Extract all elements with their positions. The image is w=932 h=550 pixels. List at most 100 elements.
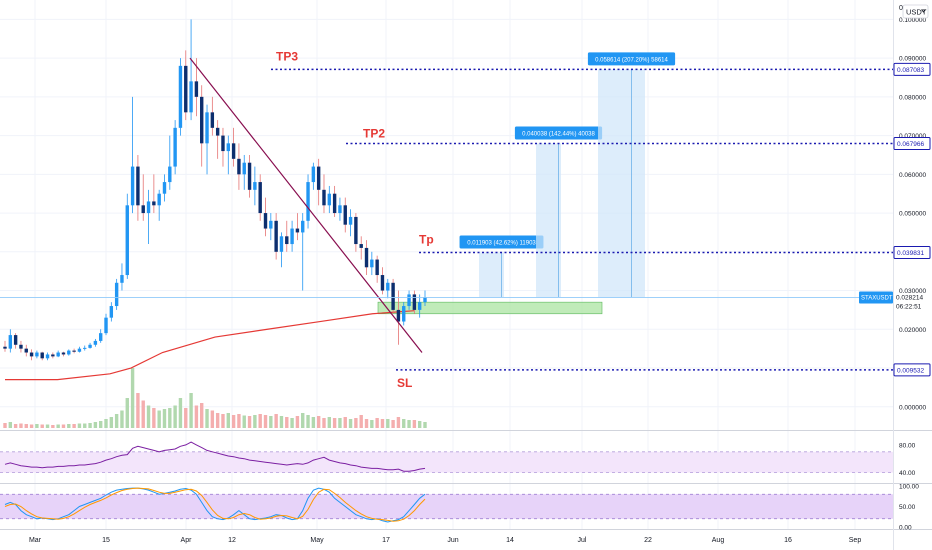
volume-bar: [221, 414, 225, 428]
volume-bar: [226, 413, 230, 428]
support-zone-box: [377, 301, 603, 315]
volume-bar: [93, 422, 98, 428]
volume-bar: [13, 424, 18, 428]
candle-body: [327, 193, 332, 206]
volume-bar: [269, 416, 273, 428]
candle-body: [402, 306, 406, 322]
candle-body: [56, 352, 60, 357]
time-tick-label: 14: [506, 537, 514, 544]
volume-bar: [370, 420, 374, 428]
volume-bar: [327, 417, 332, 428]
candle-body: [3, 346, 7, 349]
candle-body: [13, 335, 18, 345]
candle-body: [189, 81, 193, 113]
volume-bar: [72, 424, 76, 428]
volume-bar: [295, 416, 300, 428]
volume-bar: [316, 416, 321, 428]
stoch-axis: 100.00 50.00 0.00: [899, 484, 919, 532]
time-tick-label: May: [310, 537, 324, 544]
candle-body: [109, 306, 114, 318]
level-price-tag: [893, 245, 931, 259]
volume-bar: [120, 410, 124, 428]
volume-bar: [247, 416, 252, 428]
volume-bar: [338, 418, 342, 428]
projection-boxes[interactable]: 0.011903 (42.62%) 11903 0.040038 (142.44%…: [459, 52, 676, 298]
stoch-band: [0, 494, 893, 519]
candle-body: [226, 143, 230, 152]
support-zone[interactable]: [377, 301, 603, 315]
level-price-tag: [893, 136, 931, 150]
projection-label-bg: [459, 235, 544, 249]
volume-bar: [178, 398, 183, 428]
candle-body: [146, 201, 151, 214]
volume-bar: [141, 400, 145, 428]
candle-body: [168, 166, 172, 183]
volume-bar: [109, 417, 114, 428]
candle-body: [269, 220, 273, 229]
price-tick-label: 0.100000: [899, 17, 926, 24]
time-tick-label: Jun: [447, 537, 458, 544]
volume-bar: [205, 409, 209, 428]
candle-body: [311, 166, 316, 183]
currency-selector[interactable]: USDT: [902, 4, 929, 19]
volume-bar: [146, 405, 151, 428]
candle-body: [359, 244, 363, 248]
time-tick-label: 22: [644, 537, 652, 544]
candle-body: [279, 236, 284, 252]
price-tick-label: 0.000000: [899, 404, 926, 411]
volume-bar: [311, 417, 316, 428]
candle-body: [114, 282, 119, 307]
volume-bar: [189, 393, 193, 428]
level-price-text: 0.039831: [897, 250, 924, 257]
candle-body: [72, 350, 76, 352]
time-tick-label: 16: [784, 537, 792, 544]
candle-body: [322, 189, 326, 206]
candle-body: [274, 220, 278, 252]
candle-body: [263, 213, 268, 229]
candle-body: [77, 348, 82, 352]
candle-body: [242, 162, 246, 175]
volume-bar: [56, 424, 60, 428]
volume-bar: [168, 408, 172, 428]
trendline[interactable]: [189, 57, 423, 353]
price-axis[interactable]: 0.100000 0.090000 0.080000 0.070000 0.060000…: [899, 17, 926, 411]
projection-box: [479, 252, 504, 298]
target-levels[interactable]: TP3 TP2 Tp SL: [271, 49, 893, 390]
candle-body: [343, 205, 347, 225]
moving-average-line: [5, 310, 415, 381]
candle-body: [104, 317, 108, 334]
stoch-k-line: [4, 487, 426, 523]
volume-bar: [359, 415, 363, 428]
stoch-tick-label: 0.00: [899, 524, 912, 531]
volume-bar: [343, 417, 347, 428]
price-tick-label: 0.030000: [899, 288, 926, 295]
candle-body: [210, 112, 215, 128]
candle-body: [237, 158, 241, 175]
level-price-text: 0.009532: [897, 367, 924, 374]
volume-bar: [130, 368, 135, 428]
grid-lines: [0, 0, 893, 529]
volume-bar: [194, 405, 199, 428]
candle-body: [83, 347, 87, 349]
candle-body: [184, 65, 188, 113]
candle-body: [423, 297, 427, 303]
candle-body: [295, 228, 300, 233]
time-axis[interactable]: Mar 15 Apr 12 May 17 Jun 14 Jul 22 Aug 16 Sep: [29, 537, 861, 544]
volume-bar: [83, 423, 87, 428]
volume-bar: [88, 423, 92, 428]
level-price-tag: [893, 62, 931, 76]
candle-body: [8, 335, 13, 349]
rsi-axis: 80.00 40.00: [899, 442, 916, 477]
candle-body: [391, 282, 395, 310]
time-tick-label: Sep: [849, 537, 862, 544]
volume-bar: [322, 418, 326, 428]
candle-body: [88, 344, 92, 348]
candle-body: [19, 344, 23, 349]
volume-bar: [258, 414, 262, 428]
candle-body: [258, 182, 262, 214]
candle-body: [364, 247, 369, 268]
level-label: SL: [397, 376, 412, 390]
candle-body: [316, 166, 321, 190]
candle-body: [98, 333, 103, 341]
